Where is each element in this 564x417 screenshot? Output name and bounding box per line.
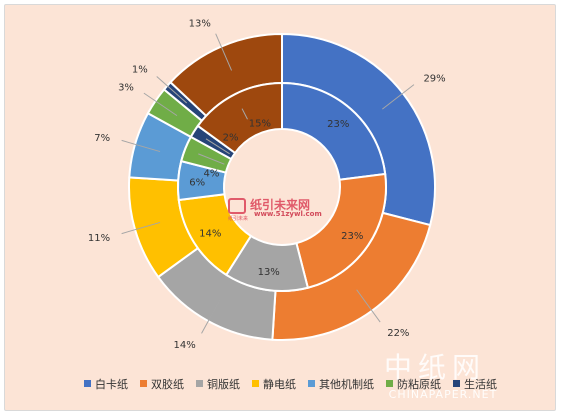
- legend-swatch: [453, 380, 460, 387]
- leader-line: [205, 138, 230, 155]
- legend: 白卡纸 双胶纸 铜版纸 静电纸 其他机制纸 防粘原纸 生活纸: [84, 377, 497, 391]
- leader-line: [241, 108, 248, 120]
- inner-data-label: 4%: [204, 169, 220, 180]
- legend-label: 双胶纸: [151, 377, 184, 391]
- legend-label: 白卡纸: [95, 377, 128, 391]
- inner-data-label: 2%: [223, 133, 239, 144]
- watermark-site-url: CHINAPAPER.NET: [388, 388, 498, 401]
- legend-label: 铜版纸: [207, 377, 240, 391]
- logo-subtext: 纸引未来: [228, 216, 249, 222]
- outer-data-label: 3%: [118, 82, 134, 93]
- leader-line: [215, 33, 233, 71]
- outer-data-label: 22%: [387, 328, 409, 339]
- legend-swatch: [140, 380, 147, 387]
- data-labels: 29% 22% 14% 11% 7% 3% 1% 13% 23% 23% 13% 14% 6%4% 2% 1…: [88, 19, 446, 351]
- leader-line: [356, 289, 381, 323]
- legend-label: 其他机制纸: [319, 377, 374, 391]
- inner-data-label: 15%: [249, 119, 271, 130]
- leader-lines: [121, 33, 415, 334]
- outer-data-label: 29%: [423, 73, 445, 84]
- legend-swatch: [196, 380, 203, 387]
- leader-line: [382, 84, 415, 110]
- leader-line: [121, 221, 161, 235]
- outer-data-label: 7%: [94, 133, 110, 144]
- logo-url: www.51zywl.com: [254, 210, 322, 218]
- inner-ring-slice-7: [196, 81, 283, 155]
- logo-mark-icon: [228, 198, 246, 214]
- leader-line: [198, 153, 225, 165]
- outer-ring: [128, 32, 436, 341]
- outer-data-label: 11%: [88, 233, 110, 244]
- inner-data-label: 13%: [258, 267, 280, 278]
- leader-line: [143, 92, 178, 117]
- leader-line: [121, 139, 161, 153]
- logo-name: 纸引未来网: [250, 198, 311, 212]
- inner-data-label: 23%: [327, 119, 349, 130]
- legend-swatch: [308, 380, 315, 387]
- inner-data-label: 6%: [189, 178, 205, 189]
- site-logo: 纸引未来 纸引未来网 www.51zywl.com: [228, 196, 344, 222]
- inner-data-label: 23%: [341, 231, 363, 242]
- outer-data-label: 1%: [132, 65, 148, 76]
- watermark-site-name: 中纸网: [383, 351, 486, 384]
- outer-data-label: 13%: [189, 19, 211, 30]
- outer-data-label: 14%: [174, 340, 196, 351]
- legend-swatch: [84, 380, 91, 387]
- leader-line: [201, 298, 222, 334]
- inner-ring: [177, 81, 387, 292]
- legend-label: 防粘原纸: [397, 377, 441, 391]
- legend-label: 生活纸: [464, 377, 497, 391]
- inner-data-label: 14%: [199, 229, 221, 240]
- leader-line: [156, 76, 188, 104]
- legend-swatch: [386, 380, 393, 387]
- legend-swatch: [252, 380, 259, 387]
- legend-label: 静电纸: [263, 377, 296, 391]
